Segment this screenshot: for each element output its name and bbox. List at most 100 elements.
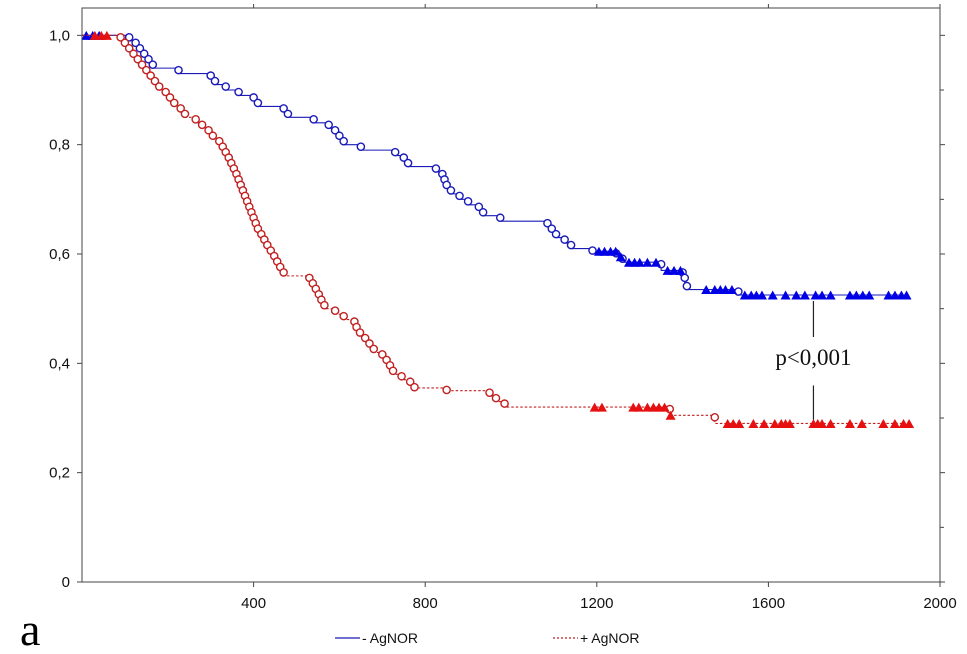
event-marker: [474, 202, 484, 212]
censor-marker: [825, 290, 836, 300]
event-marker: [500, 399, 509, 408]
series-0: [81, 30, 912, 300]
event-marker: [339, 311, 348, 321]
pvalue-annotation: p<0,001: [775, 301, 852, 420]
y-tick-label-2: 0,4: [49, 355, 70, 372]
censor-marker: [720, 285, 731, 295]
censor-marker: [878, 418, 889, 428]
event-marker: [734, 287, 743, 296]
ticks-layer: 0 0,2 0,4 0,6 0,8 1,0 400 800 1200 1600 2000: [49, 4, 957, 612]
event-marker: [560, 235, 569, 244]
event-marker: [335, 131, 344, 141]
censor-marker: [596, 402, 607, 412]
censor-marker: [610, 246, 621, 256]
censor-marker: [734, 418, 745, 428]
censor-marker: [857, 290, 868, 300]
censor-marker: [817, 290, 828, 300]
event-marker: [206, 71, 215, 80]
event-marker: [309, 115, 318, 124]
y-tick-label-3: 0,6: [49, 246, 70, 263]
event-marker: [399, 153, 409, 162]
event-marker: [390, 147, 400, 157]
event-marker: [682, 281, 692, 291]
event-marker: [543, 218, 552, 228]
censor-marker: [851, 290, 862, 300]
event-marker: [139, 49, 149, 59]
x-tick-label-1: 800: [413, 595, 438, 612]
event-marker: [210, 76, 220, 86]
event-marker: [279, 268, 288, 277]
event-marker: [388, 366, 398, 376]
event-marker: [165, 93, 175, 102]
event-marker: [279, 104, 288, 113]
event-marker: [208, 131, 218, 141]
event-marker: [377, 350, 387, 359]
y-tick-label-4: 0,8: [49, 137, 70, 154]
event-marker: [120, 38, 130, 48]
censor-marker: [589, 402, 600, 412]
y-tick-label-0: 0: [62, 574, 70, 591]
event-marker: [455, 191, 464, 201]
censor-marker: [89, 30, 100, 40]
event-marker: [169, 98, 179, 108]
event-marker: [133, 54, 143, 64]
event-marker: [221, 82, 231, 91]
event-marker: [249, 93, 258, 102]
event-marker: [442, 180, 451, 190]
censor-marker: [784, 418, 795, 428]
event-marker: [144, 54, 153, 64]
plot-frame: [81, 7, 941, 583]
censor-marker: [669, 265, 680, 275]
event-marker: [495, 213, 505, 223]
event-marker: [551, 229, 561, 239]
censor-marker: [864, 290, 875, 300]
event-marker: [116, 33, 125, 42]
censor-marker: [615, 252, 626, 262]
panel-label: a: [20, 604, 40, 654]
event-marker: [405, 377, 415, 387]
event-marker: [339, 136, 348, 146]
event-marker: [463, 197, 473, 206]
censor-marker: [844, 418, 855, 428]
event-marker: [234, 87, 243, 97]
event-marker: [491, 393, 501, 403]
event-marker: [330, 306, 340, 315]
censor-marker: [856, 418, 867, 428]
event-marker: [176, 104, 185, 113]
event-marker: [204, 125, 213, 135]
event-marker: [154, 82, 164, 91]
event-marker: [369, 344, 379, 354]
event-marker: [124, 43, 134, 53]
event-marker: [356, 142, 366, 151]
censor-marker: [759, 418, 770, 428]
event-marker: [566, 240, 576, 250]
event-marker: [365, 339, 374, 348]
censor-marker: [642, 257, 653, 267]
series-1: [82, 30, 915, 428]
pvalue-label: p<0,001: [775, 345, 851, 370]
event-marker: [710, 412, 720, 422]
censor-marker: [901, 290, 912, 300]
event-marker: [680, 273, 690, 283]
censor-marker: [701, 285, 712, 295]
event-marker: [320, 300, 329, 310]
censor-marker: [810, 290, 821, 300]
event-marker: [135, 43, 145, 53]
censor-marker: [634, 257, 645, 267]
censor-marker: [662, 265, 673, 275]
event-marker: [161, 87, 170, 97]
censor-marker: [659, 402, 670, 412]
censor-marker: [780, 290, 791, 300]
censor-marker: [904, 418, 915, 428]
censor-marker: [675, 265, 686, 275]
event-marker: [283, 109, 293, 119]
event-marker: [547, 224, 557, 233]
censor-marker: [844, 290, 855, 300]
censor-marker: [739, 290, 750, 300]
event-marker: [137, 60, 147, 69]
curves-layer: [81, 30, 915, 428]
censor-marker: [769, 418, 780, 428]
x-tick-label-4: 2000: [923, 595, 956, 612]
event-marker: [131, 38, 140, 48]
